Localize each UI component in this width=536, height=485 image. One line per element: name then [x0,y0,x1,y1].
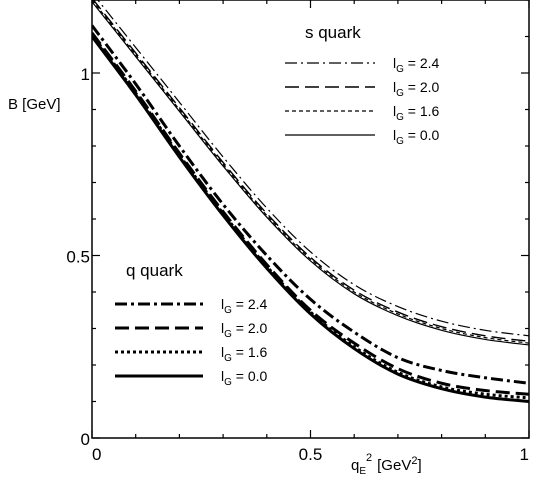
series-line [97,0,529,337]
legend-label-main: l [221,320,224,336]
tick-labels: 0 0.5 1 0 0.5 1 [66,65,529,464]
series-line [92,24,529,385]
legend-label-main: l [221,368,224,384]
legend-label-main: l [393,79,396,95]
legend-label-sub: G [224,329,232,340]
legend-label-main: l [393,55,396,71]
y-tick-label: 0 [81,430,90,449]
legend-label-value: = 2.4 [232,296,268,312]
legend-label: lG = 2.4 [221,296,268,316]
legend-label-sub: G [396,64,404,75]
legend-label-main: l [221,296,224,312]
series-line [92,0,529,342]
legend-label-value: = 2.4 [404,55,440,71]
x-axis-title-sup: 2 [366,452,372,464]
ticks [91,0,530,439]
series-line [92,0,529,344]
legend-label-sub: G [396,112,404,123]
y-tick-label: 0.5 [66,248,90,267]
x-tick-label: 1 [520,445,529,464]
legend-label-value: = 1.6 [232,344,268,360]
legend-label-sub: G [396,136,404,147]
y-tick-label: 1 [81,65,90,84]
legend-label-value: = 2.0 [404,79,440,95]
legend-label-value: = 2.0 [232,320,268,336]
legend-label-main: l [221,344,224,360]
y-axis-title: B [GeV] [8,96,61,113]
legend-label: lG = 2.0 [221,320,268,340]
series-line [92,1,529,346]
curves [92,0,529,403]
legend-label: lG = 2.4 [393,55,440,75]
legend-label: lG = 0.0 [221,368,268,388]
legend-label: lG = 2.0 [393,79,440,99]
x-axis-title-main: q [351,457,359,474]
legend-label-main: l [393,127,396,143]
x-axis-title-unit-sup: 2 [411,455,417,467]
series-line [92,33,529,400]
legend-label-value: = 0.0 [404,127,440,143]
plot-frame [91,0,530,439]
x-axis-title-unit-open: [GeV [377,457,411,474]
legend-label-sub: G [224,353,232,364]
legend-title: s quark [305,23,361,42]
legend-label-sub: G [396,88,404,99]
legend-label: lG = 1.6 [393,103,440,123]
legend-label-sub: G [224,305,232,316]
x-tick-label: 0 [92,445,101,464]
legend-label: lG = 1.6 [221,344,268,364]
legend-label-sub: G [224,377,232,388]
x-axis-title-unit-close: ] [417,457,421,474]
x-axis-title-sub: E [359,466,366,477]
legend-label-value: = 1.6 [404,103,440,119]
legend-label-main: l [393,103,396,119]
legend-title: q quark [126,261,183,280]
series-line [92,35,529,403]
legend-label-value: = 0.0 [232,368,268,384]
legend-label: lG = 0.0 [393,127,440,147]
x-axis-title: qE2 [GeV2] [351,452,422,477]
x-tick-label: 0.5 [299,445,323,464]
